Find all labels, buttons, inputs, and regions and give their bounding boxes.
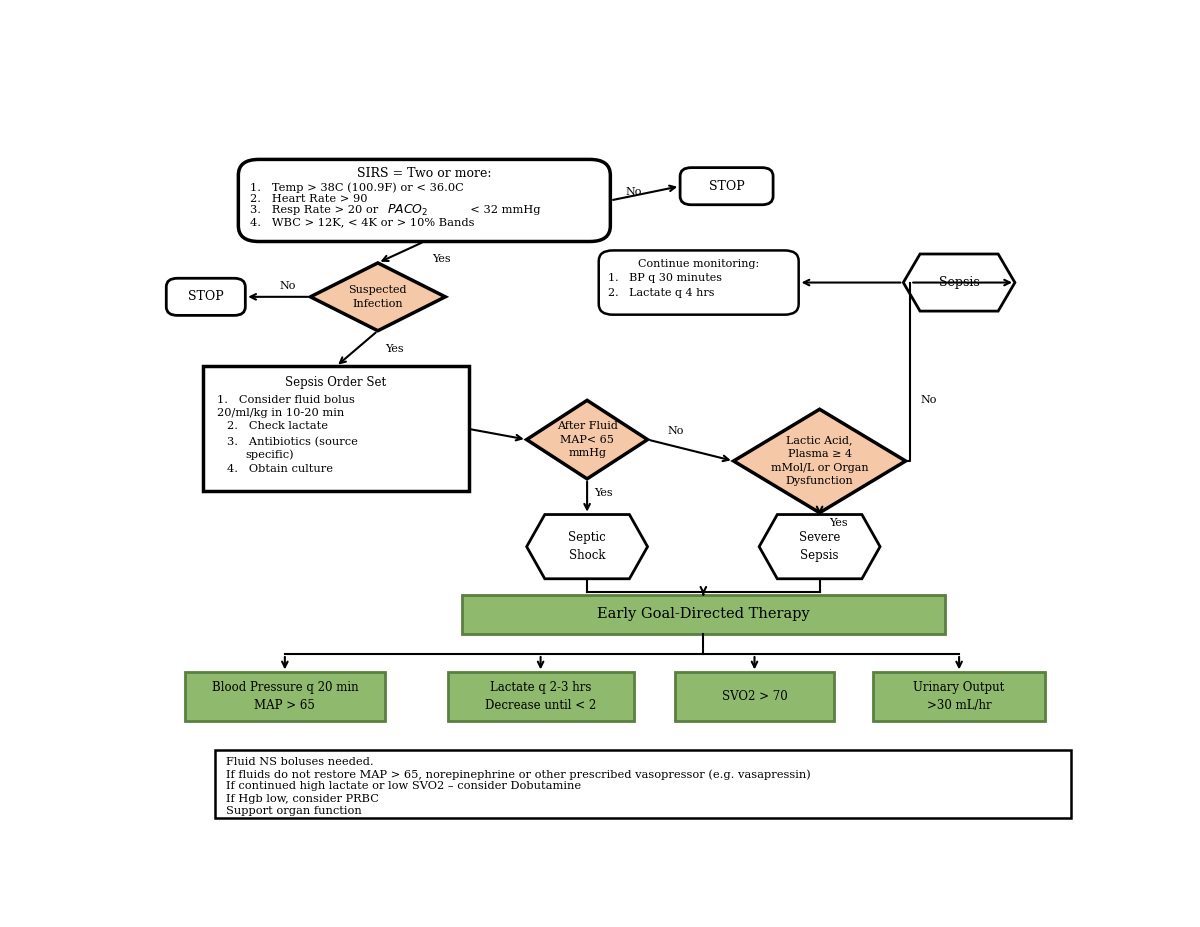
Text: If Hgb low, consider PRBC: If Hgb low, consider PRBC <box>227 794 379 804</box>
Text: Blood Pressure q 20 min
MAP > 65: Blood Pressure q 20 min MAP > 65 <box>211 681 358 712</box>
Text: Yes: Yes <box>594 489 613 498</box>
Text: Continue monitoring:: Continue monitoring: <box>638 259 760 269</box>
Text: 4.   Obtain culture: 4. Obtain culture <box>227 464 332 474</box>
Text: specific): specific) <box>245 450 294 460</box>
Text: 3.   Antibiotics (source: 3. Antibiotics (source <box>227 437 358 447</box>
Bar <box>215 750 1070 818</box>
Text: Support organ function: Support organ function <box>227 806 362 816</box>
Text: STOP: STOP <box>709 180 744 193</box>
Text: 2.   Check lactate: 2. Check lactate <box>227 421 328 431</box>
Bar <box>204 366 468 491</box>
Text: Yes: Yes <box>385 344 404 353</box>
Text: No: No <box>667 426 684 436</box>
Polygon shape <box>311 263 445 331</box>
Text: Early Goal-Directed Therapy: Early Goal-Directed Therapy <box>596 607 810 621</box>
Text: If fluids do not restore MAP > 65, norepinephrine or other prescribed vasopresso: If fluids do not restore MAP > 65, norep… <box>227 769 811 780</box>
Bar <box>185 672 385 721</box>
Text: Lactate q 2-3 hrs
Decrease until < 2: Lactate q 2-3 hrs Decrease until < 2 <box>485 681 596 712</box>
Text: 4.   WBC > 12K, < 4K or > 10% Bands: 4. WBC > 12K, < 4K or > 10% Bands <box>250 217 474 227</box>
Bar <box>462 595 946 634</box>
Polygon shape <box>527 400 648 479</box>
Text: SVO2 > 70: SVO2 > 70 <box>721 690 787 703</box>
FancyBboxPatch shape <box>167 278 245 315</box>
Text: 2.   Lactate q 4 hrs: 2. Lactate q 4 hrs <box>608 287 714 298</box>
Bar <box>874 672 1045 721</box>
Text: Yes: Yes <box>829 518 847 528</box>
Text: Sepsis Order Set: Sepsis Order Set <box>286 376 386 389</box>
Polygon shape <box>760 514 880 578</box>
Text: Suspected
Infection: Suspected Infection <box>349 285 407 309</box>
Bar <box>676 672 834 721</box>
Text: Yes: Yes <box>432 254 450 264</box>
Text: 20/ml/kg in 10-20 min: 20/ml/kg in 10-20 min <box>217 408 344 418</box>
Text: If continued high lactate or low SVO2 – consider Dobutamine: If continued high lactate or low SVO2 – … <box>227 781 581 792</box>
Polygon shape <box>527 514 648 578</box>
Text: Septic
Shock: Septic Shock <box>569 531 606 562</box>
Text: 1.   Consider fluid bolus: 1. Consider fluid bolus <box>217 395 355 405</box>
Text: $PACO_2$: $PACO_2$ <box>388 203 428 218</box>
Polygon shape <box>904 254 1015 311</box>
Text: No: No <box>920 395 937 405</box>
FancyBboxPatch shape <box>599 250 799 314</box>
Text: Sepsis: Sepsis <box>938 276 979 289</box>
Text: No: No <box>278 281 295 291</box>
Text: < 32 mmHg: < 32 mmHg <box>463 206 541 215</box>
Text: Severe
Sepsis: Severe Sepsis <box>799 531 840 562</box>
Text: STOP: STOP <box>188 290 223 303</box>
Text: Lactic Acid,
Plasma ≥ 4
mMol/L or Organ
Dysfunction: Lactic Acid, Plasma ≥ 4 mMol/L or Organ … <box>770 436 869 487</box>
FancyBboxPatch shape <box>239 159 611 242</box>
Text: Fluid NS boluses needed.: Fluid NS boluses needed. <box>227 757 374 768</box>
Bar <box>448 672 634 721</box>
Text: No: No <box>625 187 642 197</box>
Polygon shape <box>733 409 906 513</box>
Text: After Fluid
MAP< 65
mmHg: After Fluid MAP< 65 mmHg <box>557 421 618 458</box>
Text: 2.   Heart Rate > 90: 2. Heart Rate > 90 <box>250 194 367 204</box>
Text: SIRS = Two or more:: SIRS = Two or more: <box>358 167 492 180</box>
Text: 1.   BP q 30 minutes: 1. BP q 30 minutes <box>608 273 722 284</box>
Text: 3.   Resp Rate > 20 or: 3. Resp Rate > 20 or <box>250 206 389 215</box>
FancyBboxPatch shape <box>680 168 773 205</box>
Text: 1.   Temp > 38C (100.9F) or < 36.0C: 1. Temp > 38C (100.9F) or < 36.0C <box>250 183 463 193</box>
Text: Urinary Output
>30 mL/hr: Urinary Output >30 mL/hr <box>913 681 1004 712</box>
